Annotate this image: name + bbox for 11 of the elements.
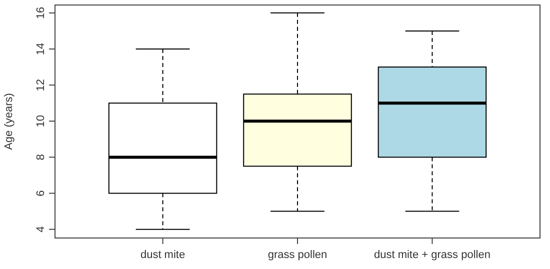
y-tick-label: 4 (35, 226, 47, 232)
x-tick-label: dust mite + grass pollen (374, 249, 490, 261)
y-axis-title: Age (years) (3, 93, 15, 150)
x-tick-label: dust mite (140, 249, 186, 261)
y-tick-label: 10 (35, 115, 47, 128)
y-tick-label: 12 (35, 78, 47, 92)
y-tick-label: 16 (35, 6, 47, 20)
y-tick-label: 8 (35, 154, 47, 160)
y-tick-label: 14 (35, 42, 47, 56)
y-tick-label: 6 (35, 190, 47, 196)
x-tick-label: grass pollen (268, 249, 328, 261)
